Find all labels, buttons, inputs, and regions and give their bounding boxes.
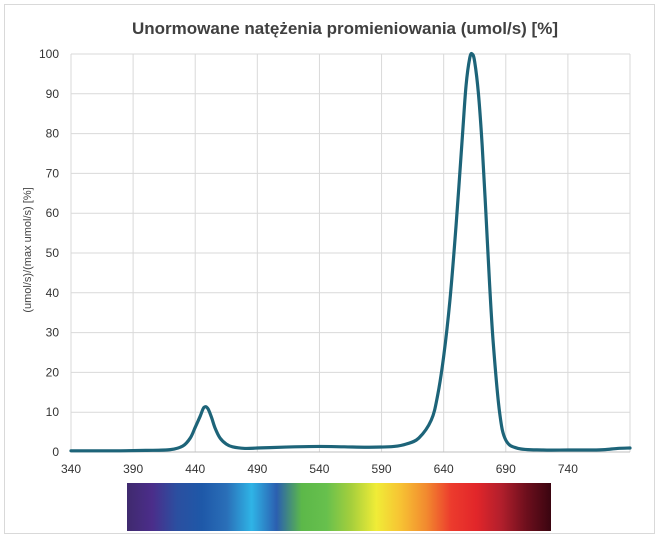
x-tick-label: 640 <box>434 462 454 476</box>
y-tick-label: 20 <box>46 365 60 379</box>
y-tick-label: 0 <box>52 445 59 459</box>
x-tick-label: 690 <box>496 462 516 476</box>
series-layer <box>69 51 632 453</box>
y-tick-label: 90 <box>46 87 60 101</box>
horizontal-gridlines <box>71 53 630 453</box>
y-tick-label: 70 <box>46 166 60 180</box>
x-tick-label: 390 <box>123 462 143 476</box>
y-tick-label: 40 <box>46 286 60 300</box>
x-tick-label: 490 <box>247 462 267 476</box>
x-tick-label: 590 <box>372 462 392 476</box>
x-tick-label: 340 <box>61 462 81 476</box>
spectrum-color-bar <box>127 483 551 531</box>
x-tick-label: 440 <box>185 462 205 476</box>
chart-title: Unormowane natężenia promieniowania (umo… <box>132 19 558 38</box>
series-line-0 <box>69 51 632 453</box>
y-tick-label: 80 <box>46 127 60 141</box>
y-tick-label: 10 <box>46 405 60 419</box>
y-tick-label: 100 <box>39 47 59 61</box>
x-tick-labels: 340 390 440 490 540 590 640 690 740 <box>61 462 578 476</box>
y-axis-label: (umol/s)/(max umol/s) [%] <box>22 187 34 312</box>
y-tick-label: 60 <box>46 206 60 220</box>
y-tick-label: 30 <box>46 326 60 340</box>
y-tick-label: 50 <box>46 246 60 260</box>
y-tick-labels: 0 10 20 30 40 50 60 70 80 90 100 <box>39 47 59 459</box>
x-tick-label: 740 <box>558 462 578 476</box>
x-tick-label: 540 <box>309 462 329 476</box>
